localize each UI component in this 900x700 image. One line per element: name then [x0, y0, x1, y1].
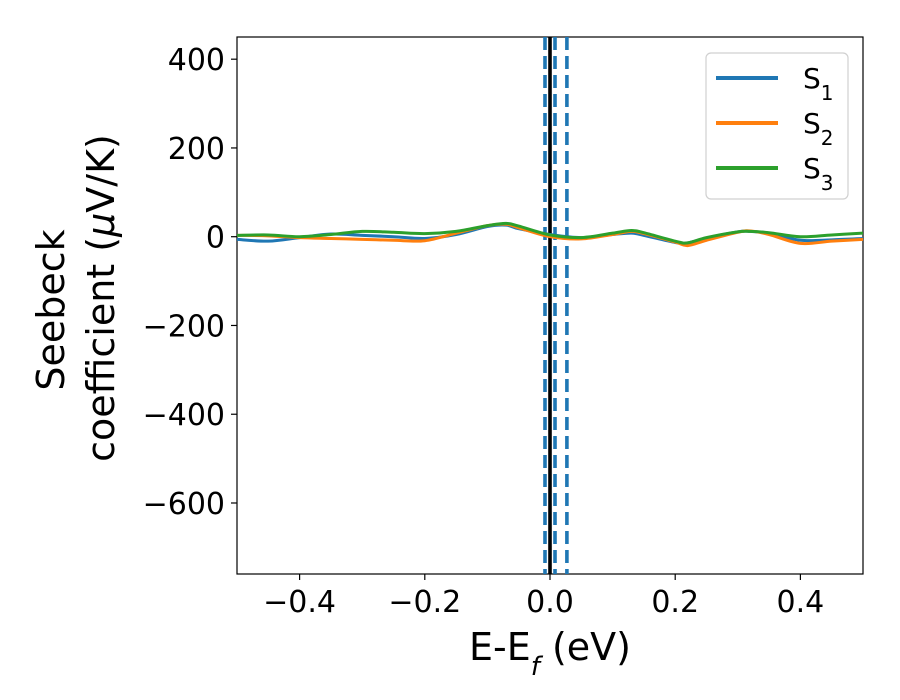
legend-label-s3: S3	[803, 152, 834, 195]
y-ticks: 400 200 0 −200 −400 −600	[143, 43, 237, 522]
x-axis-title: E-Ef (eV)	[469, 625, 631, 682]
y-tick-label: 0	[206, 221, 225, 256]
y-axis-title-line1: Seebeck	[29, 229, 73, 390]
series-lines	[236, 221, 864, 248]
x-tick-label: −0.2	[388, 585, 461, 620]
x-ticks: −0.4 −0.2 0.0 0.2 0.4	[263, 574, 824, 620]
x-tick-label: −0.4	[263, 585, 336, 620]
x-tick-label: 0.4	[777, 585, 825, 620]
series-line-s3	[236, 221, 864, 245]
legend-box	[705, 52, 849, 200]
y-tick-label: −600	[143, 487, 225, 522]
y-tick-label: 400	[168, 43, 225, 78]
x-tick-label: 0.2	[651, 585, 699, 620]
y-axis-title: Seebeck coefficient (μV/K)	[29, 134, 123, 462]
x-tick-label: 0.0	[526, 585, 574, 620]
legend-label-s1: S1	[803, 62, 834, 105]
y-axis-title-line2: coefficient (μV/K)	[79, 134, 123, 462]
vertical-lines	[543, 37, 569, 574]
y-tick-label: −400	[143, 398, 225, 433]
legend-label-s2: S2	[803, 107, 834, 150]
y-tick-label: 200	[168, 132, 225, 167]
y-tick-label: −200	[143, 309, 225, 344]
